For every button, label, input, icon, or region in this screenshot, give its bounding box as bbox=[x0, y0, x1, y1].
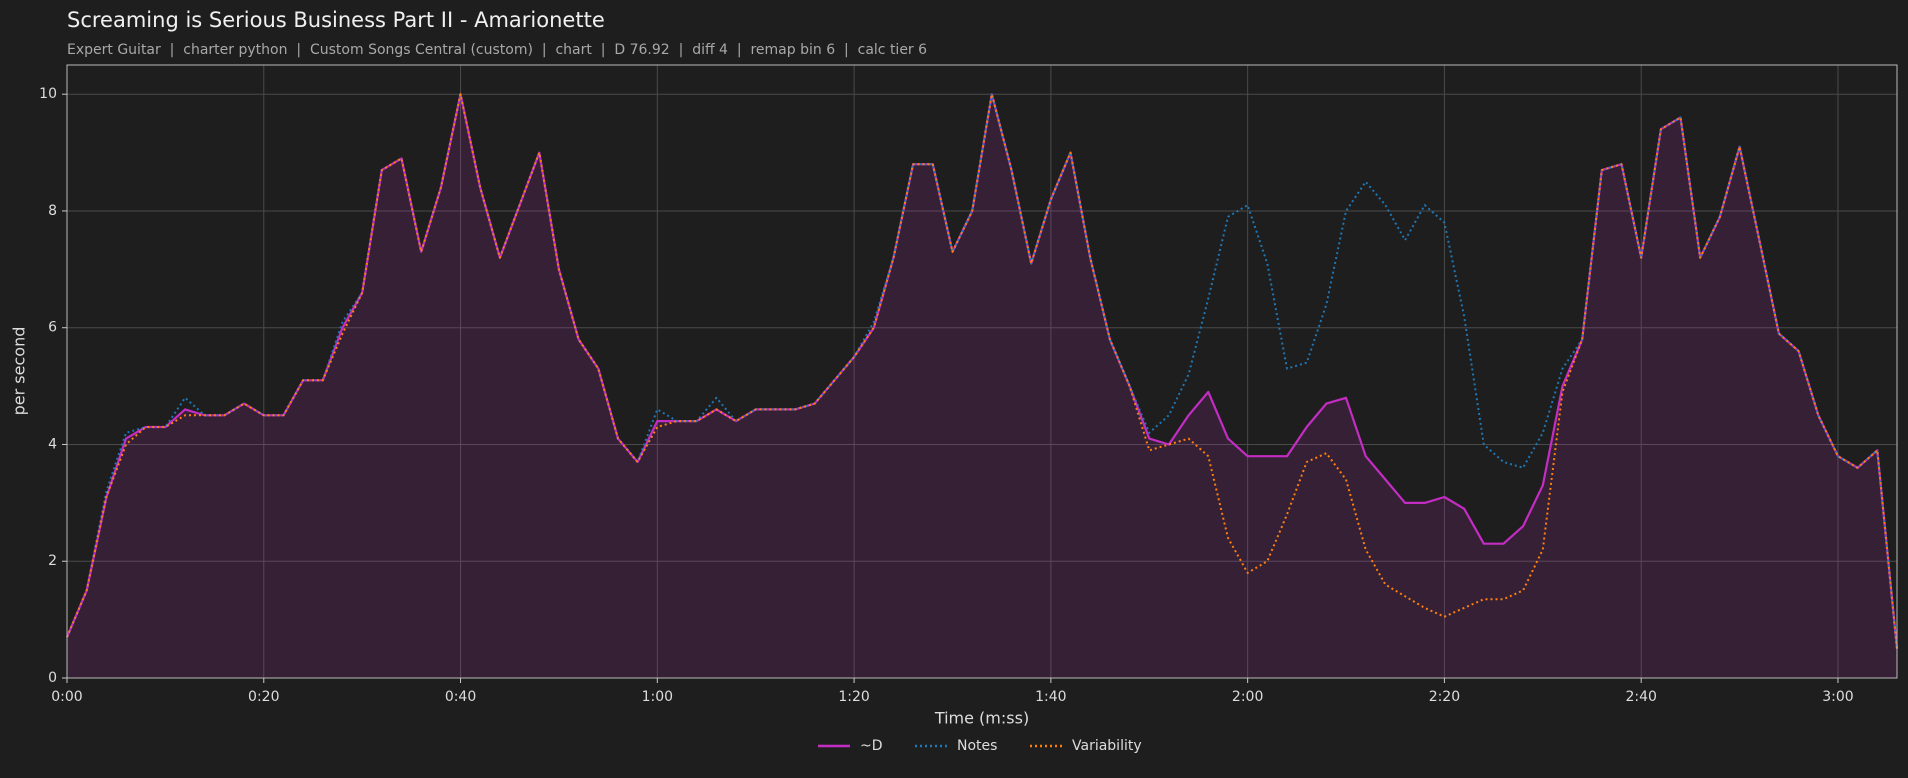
x-tick-label: 0:00 bbox=[51, 689, 82, 705]
x-tick-label: 1:40 bbox=[1035, 689, 1066, 705]
y-tick-label: 8 bbox=[48, 203, 57, 219]
legend-label: ~D bbox=[860, 738, 883, 754]
legend-label: Notes bbox=[957, 738, 997, 754]
chart-subtitle: Expert Guitar | charter python | Custom … bbox=[67, 42, 927, 58]
x-tick-label: 1:00 bbox=[642, 689, 673, 705]
y-tick-label: 2 bbox=[48, 553, 57, 569]
x-tick-label: 1:20 bbox=[838, 689, 869, 705]
y-axis-label: per second bbox=[10, 327, 29, 416]
series-line bbox=[66, 93, 1898, 649]
x-tick-label: 0:20 bbox=[248, 689, 279, 705]
x-axis-label: Time (m:ss) bbox=[934, 709, 1029, 728]
x-tick-label: 2:00 bbox=[1232, 689, 1263, 705]
x-tick-label: 0:40 bbox=[445, 689, 476, 705]
chart-title: Screaming is Serious Business Part II - … bbox=[67, 8, 605, 32]
plot-area bbox=[67, 65, 1897, 678]
plot-frame bbox=[66, 64, 1898, 679]
x-tick-label: 2:40 bbox=[1625, 689, 1656, 705]
x-tick-label: 2:20 bbox=[1429, 689, 1460, 705]
area bbox=[67, 94, 1897, 678]
y-tick-label: 4 bbox=[48, 436, 57, 452]
x-tick-label: 3:00 bbox=[1822, 689, 1853, 705]
y-tick-label: 10 bbox=[39, 86, 57, 102]
legend-label: Variability bbox=[1072, 738, 1142, 754]
y-tick-label: 6 bbox=[48, 320, 57, 336]
y-tick-label: 0 bbox=[48, 670, 57, 686]
